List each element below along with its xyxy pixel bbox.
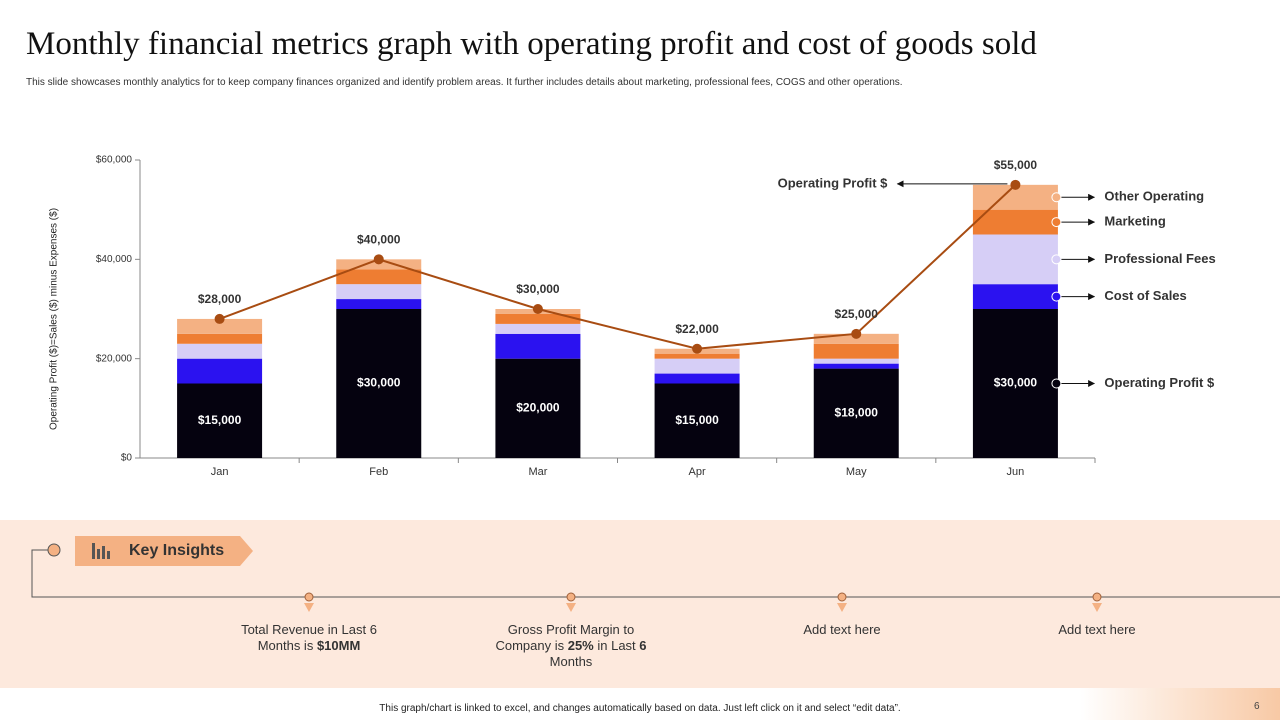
bar-segment (495, 313, 581, 324)
insight-text: 25% (567, 638, 594, 653)
line-point (373, 254, 384, 265)
legend-label: Operating Profit $ (1104, 375, 1215, 390)
x-tick-label: Jan (211, 466, 229, 478)
bar-segment (495, 323, 581, 334)
data-label: $22,000 (675, 322, 719, 336)
data-label: $30,000 (357, 376, 401, 390)
insight-pointer (566, 603, 576, 612)
insight-pointer (837, 603, 847, 612)
y-tick-label: $20,000 (96, 353, 133, 364)
insight-text: Gross Profit Margin to Company is (495, 622, 635, 653)
legend-label: Operating Profit $ (778, 175, 889, 190)
line-point (1010, 179, 1021, 190)
bar-segment (813, 363, 899, 369)
line-point (692, 343, 703, 354)
x-tick-label: Apr (689, 466, 706, 478)
legend-dot (1051, 291, 1062, 302)
data-label: $55,000 (994, 158, 1038, 172)
data-label: $25,000 (835, 307, 879, 321)
bar-segment (813, 368, 899, 458)
insight: Add text here (752, 622, 932, 638)
bar-segment (336, 269, 422, 285)
bar-segment (336, 284, 422, 300)
bar-segment (177, 383, 263, 458)
page-number: 6 (1254, 701, 1260, 712)
key-insights-title: Key Insights (129, 542, 225, 559)
x-tick-label: Mar (528, 466, 547, 478)
insight: Gross Profit Margin to Company is 25% in… (481, 622, 661, 670)
insight-dot (566, 592, 576, 602)
bar-segment (495, 333, 581, 359)
insight-dot (837, 592, 847, 602)
bar-segment (177, 318, 263, 334)
bar-segment (813, 358, 899, 364)
bar-segment (972, 209, 1058, 235)
legend-dot (1051, 192, 1062, 203)
subtitle: This slide showcases monthly analytics f… (26, 77, 903, 88)
bar-segment (336, 299, 422, 309)
line (219, 184, 1017, 350)
data-label: $20,000 (516, 401, 560, 415)
insight-text: Add text here (1058, 622, 1136, 637)
x-tick-label: Feb (369, 466, 388, 478)
bar-segment (177, 358, 263, 384)
data-label: $40,000 (357, 233, 401, 247)
insight-text: Months (549, 654, 593, 669)
legend-label: Cost of Sales (1104, 288, 1186, 303)
key-insights-tag (75, 536, 253, 566)
y-tick-label: $60,000 (96, 155, 133, 166)
insight-dot (304, 592, 314, 602)
y-tick-label: $0 (121, 453, 133, 464)
x-tick-label: Jun (1007, 466, 1025, 478)
insight: Add text here (1007, 622, 1187, 638)
insight-text: $10MM (316, 638, 361, 653)
legend-label: Marketing (1104, 214, 1165, 229)
insight-dot (1092, 592, 1102, 602)
bar-segment (654, 373, 740, 384)
insight-pointer (304, 603, 314, 612)
footer-accent (1080, 688, 1280, 720)
insight-text: Add text here (803, 622, 881, 637)
insight-text: 6 (639, 638, 647, 653)
icon (92, 543, 110, 559)
insight-text: Total Revenue in Last 6 Months is (241, 622, 377, 653)
line-point (214, 313, 225, 324)
line-point (851, 328, 862, 339)
legend-dot (1051, 378, 1062, 389)
title: Monthly financial metrics graph with ope… (26, 26, 1037, 62)
bar-segment (336, 309, 422, 458)
bar-segment (654, 383, 740, 458)
data-label: $30,000 (994, 376, 1038, 390)
data-label: $28,000 (198, 292, 242, 306)
x-tick-label: May (846, 466, 867, 478)
bar-segment (972, 284, 1058, 309)
data-label: $15,000 (198, 413, 242, 427)
bar-segment (654, 353, 740, 359)
bar-segment (177, 343, 263, 359)
footer-note: This graph/chart is linked to excel, and… (379, 703, 901, 714)
bar-segment (654, 358, 740, 374)
insight-text: in Last (593, 638, 640, 653)
y-axis-label: Operating Profit ($)=Sales ($) minus Exp… (49, 208, 60, 430)
bar-segment (972, 234, 1058, 285)
data-label: $30,000 (516, 282, 560, 296)
legend-label: Other Operating (1104, 189, 1204, 204)
bar-segment (813, 343, 899, 359)
line-point (532, 304, 543, 314)
timeline-dot (47, 543, 61, 557)
legend-label: Professional Fees (1104, 251, 1215, 266)
legend-dot (1051, 254, 1062, 265)
insight-pointer (1092, 603, 1102, 612)
insight: Total Revenue in Last 6 Months is $10MM (219, 622, 399, 654)
legend-dot (1051, 217, 1062, 228)
bar-segment (495, 358, 581, 458)
y-tick-label: $40,000 (96, 254, 133, 265)
data-label: $18,000 (835, 405, 879, 419)
timeline (31, 549, 1280, 598)
bar-segment (177, 333, 263, 344)
bar-segment (972, 309, 1058, 458)
data-label: $15,000 (675, 413, 719, 427)
